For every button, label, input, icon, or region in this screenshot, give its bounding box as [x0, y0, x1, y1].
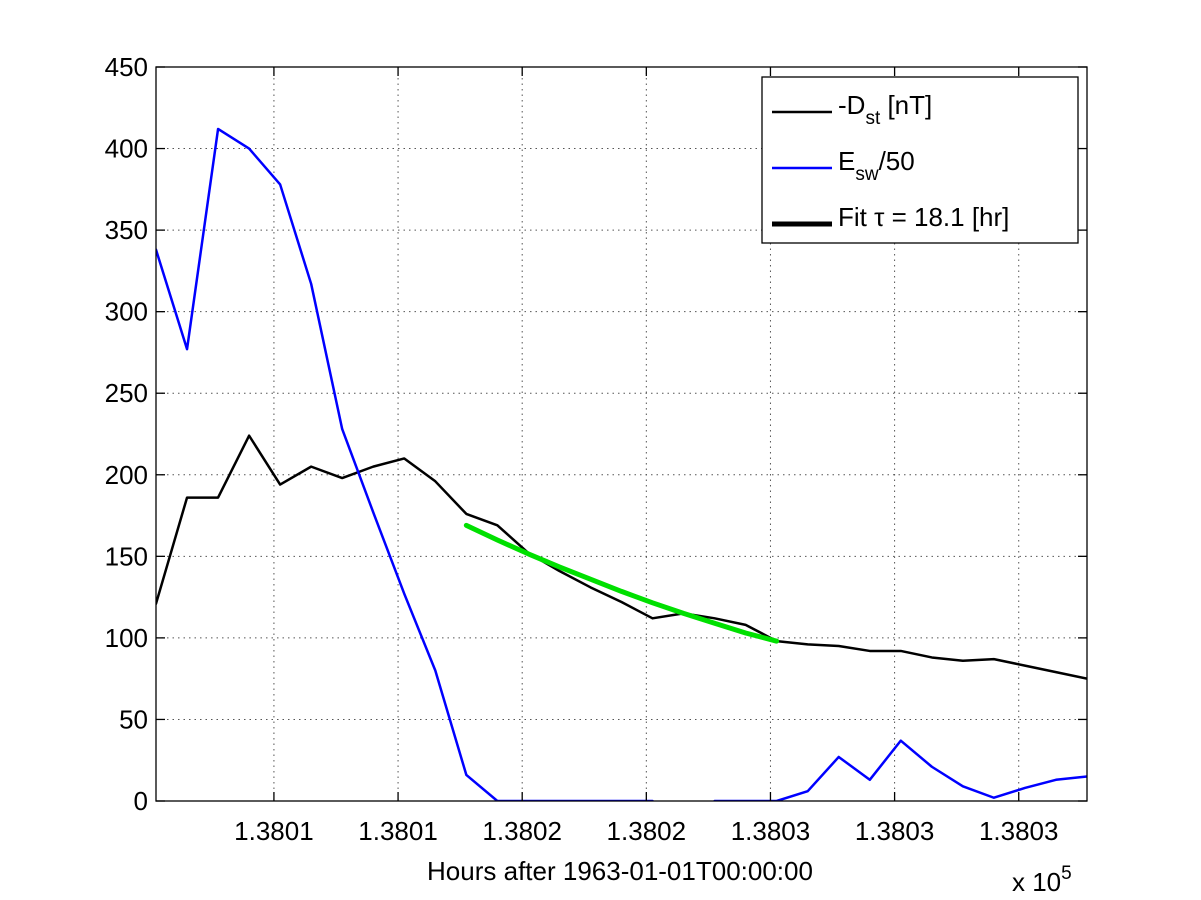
legend-entry-main: E — [838, 146, 855, 176]
tick-labels: 1.3801 1.3801 1.3802 1.3802 1.3803 1.3803 1.38… — [105, 52, 1059, 846]
series-layer — [156, 127, 1087, 801]
legend-box — [761, 76, 1079, 244]
legend-entry-label: Esw/50 — [838, 146, 915, 185]
legend-entry-suffix: /50 — [879, 146, 915, 176]
y-tick-label: 200 — [105, 460, 148, 490]
x-exponent-power: 5 — [1061, 863, 1072, 884]
legend-entry-subscript: sw — [855, 164, 879, 185]
ticks — [156, 66, 1087, 802]
legend-entry-label: Fit τ = 18.1 [hr] — [838, 202, 1009, 232]
legend-entry-label: -Dst [nT] — [838, 90, 932, 129]
y-tick-label: 100 — [105, 623, 148, 653]
legend: -Dst [nT] Esw/50 Fit τ = 18.1 [hr] — [761, 76, 1079, 244]
y-tick-label: 250 — [105, 378, 148, 408]
y-tick-label: 150 — [105, 541, 148, 571]
y-tick-label: 350 — [105, 215, 148, 245]
x-tick-label: 1.3802 — [482, 816, 562, 846]
x-exponent-base: x 10 — [1012, 867, 1061, 897]
esw-series-line — [713, 739, 1087, 801]
legend-entry-subscript: st — [865, 108, 881, 129]
fit-series-line — [463, 522, 780, 644]
plot-frame — [155, 66, 1088, 802]
x-tick-label: 1.3801 — [358, 816, 438, 846]
x-exponent-label: x 105 — [1012, 863, 1072, 897]
x-tick-label: 1.3803 — [731, 816, 811, 846]
y-tick-label: 300 — [105, 297, 148, 327]
dst-series-line — [156, 434, 1087, 680]
y-tick-label: 0 — [134, 786, 148, 816]
y-tick-label: 50 — [119, 704, 148, 734]
legend-entry-main: -D — [838, 90, 865, 120]
x-tick-label: 1.3803 — [855, 816, 935, 846]
x-tick-label: 1.3801 — [234, 816, 314, 846]
esw-series-line — [156, 127, 654, 801]
y-tick-label: 450 — [105, 52, 148, 82]
x-tick-label: 1.3803 — [979, 816, 1059, 846]
legend-entry-main: Fit τ = 18.1 [hr] — [838, 202, 1009, 232]
x-tick-label: 1.3802 — [607, 816, 687, 846]
legend-entry-suffix: [nT] — [880, 90, 932, 120]
y-tick-label: 400 — [105, 134, 148, 164]
x-axis-label: Hours after 1963-01-01T00:00:00 — [427, 856, 813, 886]
